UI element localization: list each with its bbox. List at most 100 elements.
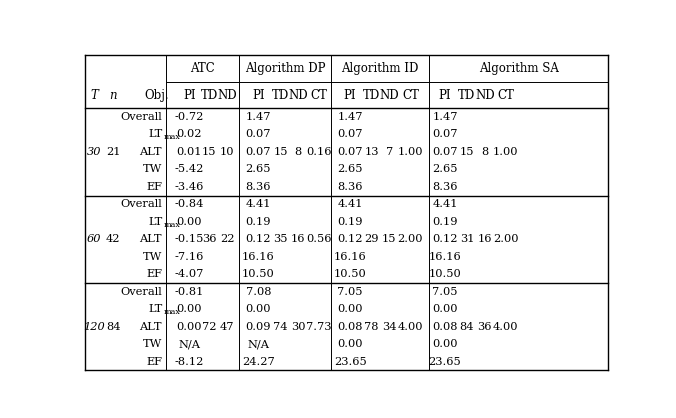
Text: ATC: ATC [190,62,215,75]
Text: 0.08: 0.08 [337,322,363,332]
Text: 42: 42 [106,234,120,244]
Text: 2.65: 2.65 [337,164,363,174]
Text: 2.00: 2.00 [397,234,423,244]
Text: TW: TW [143,164,162,174]
Text: ALT: ALT [139,234,162,244]
Text: PI: PI [252,89,265,102]
Text: 0.00: 0.00 [432,304,458,314]
Text: 0.00: 0.00 [176,322,202,332]
Text: 30: 30 [291,322,306,332]
Text: 0.09: 0.09 [245,322,271,332]
Text: 8: 8 [481,147,488,157]
Text: TD: TD [458,89,476,102]
Text: ND: ND [289,89,308,102]
Text: 0.07: 0.07 [245,147,271,157]
Text: T: T [90,89,98,102]
Text: 16: 16 [477,234,492,244]
Text: 0.07: 0.07 [337,147,363,157]
Text: N/A: N/A [247,339,270,349]
Text: -7.16: -7.16 [174,252,204,262]
Text: 0.12: 0.12 [337,234,363,244]
Text: CT: CT [310,89,327,102]
Text: 23.65: 23.65 [429,357,461,367]
Text: -0.81: -0.81 [174,287,204,297]
Text: 74: 74 [273,322,288,332]
Text: 36: 36 [202,234,216,244]
Text: 7.08: 7.08 [245,287,271,297]
Text: 29: 29 [364,234,379,244]
Text: 16.16: 16.16 [334,252,366,262]
Text: -5.42: -5.42 [174,164,204,174]
Text: EF: EF [146,269,162,279]
Text: PI: PI [439,89,452,102]
Text: 16.16: 16.16 [242,252,275,262]
Text: TD: TD [363,89,380,102]
Text: CT: CT [402,89,419,102]
Text: 120: 120 [83,322,105,332]
Text: TD: TD [201,89,218,102]
Text: 2.65: 2.65 [245,164,271,174]
Text: 10.50: 10.50 [334,269,366,279]
Text: 23.65: 23.65 [334,357,366,367]
Text: 0.00: 0.00 [337,304,363,314]
Text: 10.50: 10.50 [429,269,461,279]
Text: 10: 10 [220,147,235,157]
Text: LT: LT [148,304,162,314]
Text: 0.07: 0.07 [337,129,363,139]
Text: EF: EF [146,182,162,192]
Text: 47: 47 [220,322,235,332]
Text: Obj.: Obj. [145,89,169,102]
Text: 10.50: 10.50 [242,269,275,279]
Text: max: max [164,308,180,316]
Text: ND: ND [217,89,237,102]
Text: 0.07: 0.07 [432,147,458,157]
Text: 1.47: 1.47 [245,112,271,122]
Text: 15: 15 [460,147,474,157]
Text: Overall: Overall [120,199,162,209]
Text: Algorithm SA: Algorithm SA [479,62,559,75]
Text: LT: LT [148,129,162,139]
Text: 8.36: 8.36 [245,182,271,192]
Text: 1.00: 1.00 [493,147,518,157]
Text: n: n [110,89,117,102]
Text: 4.00: 4.00 [397,322,423,332]
Text: 2.65: 2.65 [432,164,458,174]
Text: PI: PI [183,89,195,102]
Text: 0.00: 0.00 [432,339,458,349]
Text: 7.05: 7.05 [337,287,363,297]
Text: 21: 21 [106,147,120,157]
Text: 1.47: 1.47 [337,112,363,122]
Text: 0.07: 0.07 [245,129,271,139]
Text: 7.05: 7.05 [432,287,458,297]
Text: 15: 15 [273,147,288,157]
Text: 8.36: 8.36 [432,182,458,192]
Text: 0.00: 0.00 [176,217,202,227]
Text: 1.00: 1.00 [397,147,423,157]
Text: 84: 84 [106,322,120,332]
Text: 84: 84 [460,322,474,332]
Text: 24.27: 24.27 [242,357,275,367]
Text: Overall: Overall [120,112,162,122]
Text: 0.00: 0.00 [337,339,363,349]
Text: 0.19: 0.19 [432,217,458,227]
Text: 72: 72 [202,322,216,332]
Text: -3.46: -3.46 [174,182,204,192]
Text: 4.41: 4.41 [337,199,363,209]
Text: ALT: ALT [139,147,162,157]
Text: 0.01: 0.01 [176,147,202,157]
Text: TW: TW [143,339,162,349]
Text: Algorithm ID: Algorithm ID [341,62,418,75]
Text: 15: 15 [202,147,216,157]
Text: 4.41: 4.41 [432,199,458,209]
Text: 4.41: 4.41 [245,199,271,209]
Text: EF: EF [146,357,162,367]
Text: 13: 13 [364,147,379,157]
Text: -0.15: -0.15 [174,234,204,244]
Text: 31: 31 [460,234,474,244]
Text: 2.00: 2.00 [493,234,518,244]
Text: ND: ND [380,89,400,102]
Text: max: max [164,221,180,229]
Text: 0.56: 0.56 [306,234,331,244]
Text: 16.16: 16.16 [429,252,461,262]
Text: 0.19: 0.19 [337,217,363,227]
